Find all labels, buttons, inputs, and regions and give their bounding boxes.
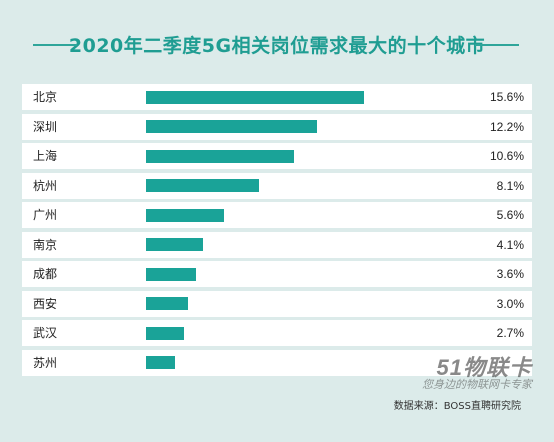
bar: [146, 356, 176, 369]
watermark-slogan: 您身边的物联网卡专家: [422, 378, 532, 391]
chart-title: 2020年二季度5G相关岗位需求最大的十个城市: [68, 34, 486, 57]
bar: [146, 267, 197, 281]
category-label: 杭州: [33, 178, 58, 193]
value-label: 2.7%: [496, 326, 524, 340]
value-label: 3.6%: [496, 267, 524, 281]
category-label: 苏州: [33, 355, 58, 370]
value-label: 10.6%: [489, 149, 524, 163]
bar: [146, 208, 225, 222]
row-band: [22, 231, 532, 258]
value-label: 5.6%: [496, 208, 524, 222]
row-band: [22, 202, 532, 228]
category-label: 深圳: [33, 119, 58, 134]
value-label: 4.1%: [496, 237, 524, 252]
category-label: 武汉: [33, 326, 58, 340]
bar: [146, 297, 188, 310]
title-line-left: [33, 44, 77, 46]
category-label: 西安: [33, 296, 58, 311]
row-band: [22, 320, 532, 346]
bar: [146, 238, 204, 251]
category-label: 南京: [33, 237, 58, 252]
row-band: [22, 261, 532, 287]
data-source: 数据来源：BOSS直聘研究院: [393, 401, 521, 412]
bar: [146, 179, 260, 192]
title-row: 2020年二季度5G相关岗位需求最大的十个城市: [0, 30, 554, 58]
watermark-logo: 51物联卡: [436, 355, 532, 380]
category-label: 北京: [33, 90, 58, 104]
bar: [146, 120, 317, 133]
row-band: [22, 172, 532, 199]
value-label: 12.2%: [489, 119, 524, 134]
bar: [146, 149, 295, 163]
category-label: 广州: [33, 208, 58, 222]
value-label: 15.6%: [489, 90, 524, 104]
category-label: 上海: [33, 149, 58, 163]
row-band: [22, 349, 532, 376]
row-band: [22, 290, 532, 317]
value-label: 8.1%: [496, 178, 524, 193]
bar: [146, 90, 365, 104]
value-label: 3.0%: [496, 296, 524, 311]
bar: [146, 326, 184, 340]
title-line-right: [475, 44, 519, 46]
category-label: 成都: [33, 267, 58, 281]
